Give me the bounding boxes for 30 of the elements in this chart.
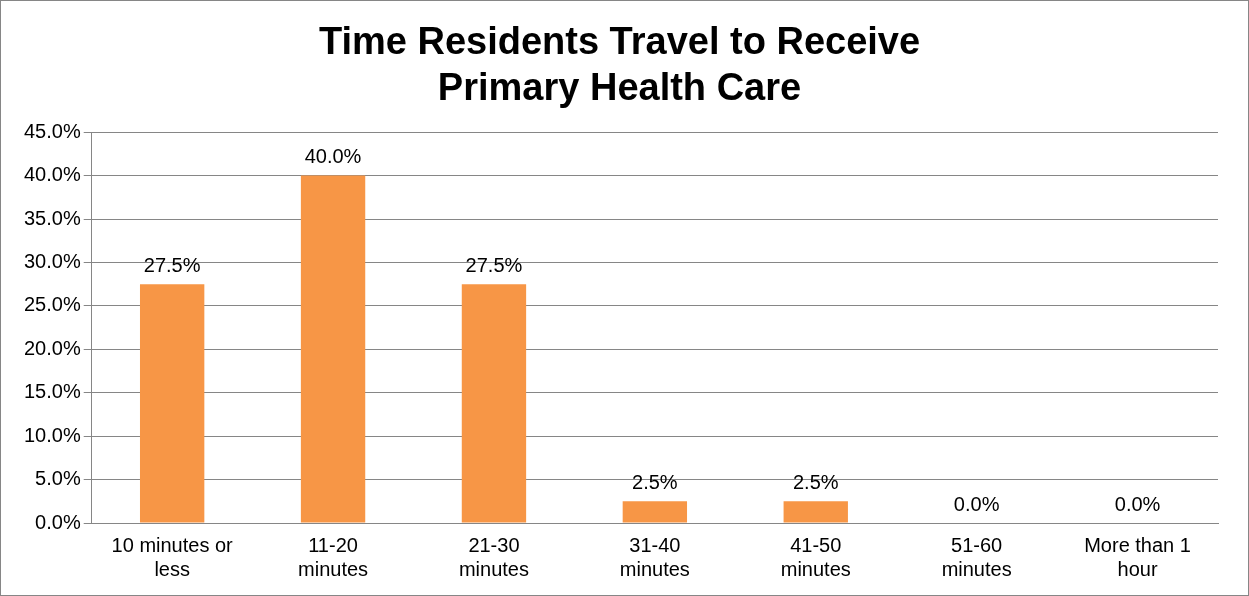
x-tick-label: 51-60 minutes xyxy=(941,533,1012,580)
x-tick-label: More than 1 hour xyxy=(1084,533,1191,580)
data-label: 2.5% xyxy=(632,470,678,493)
bar xyxy=(622,501,688,523)
y-tick-label: 25.0% xyxy=(23,293,81,316)
bar xyxy=(461,284,527,523)
y-tick-label: 10.0% xyxy=(23,423,81,446)
y-tick-label: 45.0% xyxy=(23,119,81,142)
y-tick-label: 20.0% xyxy=(23,336,81,359)
data-label: 27.5% xyxy=(143,253,201,276)
data-label: 27.5% xyxy=(465,253,523,276)
y-tick-label: 15.0% xyxy=(23,380,81,403)
x-tick-label: 41-50 minutes xyxy=(780,533,851,580)
data-label: 0.0% xyxy=(1114,492,1161,515)
x-tick-label: 11-20 minutes xyxy=(298,533,369,580)
y-tick-label: 40.0% xyxy=(23,163,81,186)
x-tick-label: 10 minutes or less xyxy=(111,533,234,580)
bar xyxy=(783,501,848,523)
chart-title: Time Residents Travel to Receive Primary Health Care xyxy=(318,20,921,108)
bar xyxy=(300,175,366,523)
data-label: 40.0% xyxy=(304,145,362,168)
x-tick-label: 21-30 minutes xyxy=(458,533,529,580)
data-label: 0.0% xyxy=(953,492,1000,515)
y-tick-label: 35.0% xyxy=(23,206,81,229)
x-tick-label: 31-40 minutes xyxy=(619,533,690,580)
bar xyxy=(139,284,205,523)
y-tick-label: 30.0% xyxy=(23,249,81,272)
y-tick-label: 0.0% xyxy=(35,510,81,533)
y-tick-label: 5.0% xyxy=(35,467,81,490)
data-label: 2.5% xyxy=(792,470,839,493)
